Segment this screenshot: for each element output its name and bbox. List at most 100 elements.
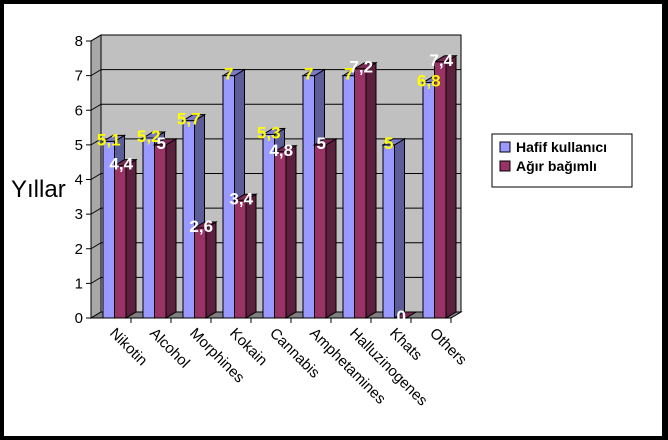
x-tick-label: Nikotin: [106, 325, 150, 369]
y-tick-label: 5: [75, 137, 83, 154]
y-tick-label: 3: [75, 206, 83, 223]
bar-top: [301, 69, 327, 77]
bar-agir: [192, 221, 218, 319]
bar-agir: [272, 144, 298, 319]
bar-top: [152, 138, 178, 146]
data-label-hafif: 5,7: [177, 110, 201, 129]
bar-side: [205, 221, 217, 319]
bar-front: [422, 82, 435, 319]
bars: [101, 54, 458, 319]
bar-top: [392, 311, 418, 319]
bar-front: [114, 165, 127, 319]
bar-front: [434, 61, 447, 319]
bar-agir: [112, 158, 138, 319]
bar-agir: [432, 54, 458, 319]
data-label-agir: 7,4: [429, 51, 453, 70]
bar-front: [234, 199, 247, 319]
bar-front: [342, 75, 355, 319]
data-label-hafif: 7: [304, 65, 313, 84]
bar-agir: [232, 193, 258, 319]
y-tick-label: 4: [75, 172, 83, 189]
y-tick-label: 6: [75, 102, 83, 119]
bar-agir: [152, 137, 178, 319]
x-tick-labels: NikotinAlcoholMorphinesKokainCannabisAmp…: [106, 325, 470, 410]
data-label-agir: 2,6: [189, 217, 213, 236]
bar-top: [232, 193, 258, 201]
legend-swatch: [499, 141, 511, 153]
bar-top: [112, 159, 138, 167]
y-tick-label: 8: [75, 33, 83, 50]
bar-agir: [392, 311, 418, 319]
data-label-hafif: 7: [344, 65, 353, 84]
data-label-agir: 5: [317, 134, 326, 153]
bar-front: [142, 137, 155, 319]
data-label-agir: 4,4: [109, 155, 133, 174]
y-axis-label: Yıllar: [11, 176, 66, 203]
data-label-hafif: 5,3: [257, 123, 281, 142]
bar-top: [352, 62, 378, 70]
bar-front: [262, 133, 275, 319]
bar-top: [101, 134, 127, 142]
data-label-agir: 0: [397, 307, 406, 326]
bar-side: [125, 158, 137, 319]
bar-front: [274, 151, 287, 319]
bar-side: [325, 137, 337, 319]
bar-front: [314, 144, 327, 319]
gridline-side: [90, 103, 102, 111]
bar-top: [272, 145, 298, 153]
bar-front: [382, 144, 395, 319]
legend-label: Hafif kullanıcı: [516, 139, 607, 155]
bar-side: [245, 193, 257, 319]
bar-front: [154, 144, 167, 319]
data-label-agir: 4,8: [269, 141, 293, 160]
legend: Hafif kullanıcı Ağır bağımlı: [491, 133, 633, 188]
legend-label: Ağır bağımlı: [516, 158, 597, 174]
data-label-hafif: 7: [224, 65, 233, 84]
bar-top: [312, 138, 338, 146]
bar-top: [141, 131, 167, 139]
bar-top: [181, 114, 207, 122]
gridline-side: [90, 138, 102, 146]
bar-front: [302, 75, 315, 319]
y-tick-label: 0: [75, 310, 83, 327]
bar-side: [365, 61, 377, 319]
bar-top: [261, 127, 287, 135]
bar-chart: 0 1 2 3 4 5 6 7 8 NikotinAlcoholMorphinesKokainC…: [11, 33, 633, 410]
chart-canvas: 0 1 2 3 4 5 6 7 8 Nikotin Alcohol Morphines Kokain C…: [4, 4, 662, 436]
gridline-side: [90, 173, 102, 180]
gridline-side: [90, 207, 102, 215]
y-tick-label: 7: [75, 68, 83, 85]
data-label-agir: 3,4: [229, 189, 253, 208]
bar-top: [432, 55, 458, 63]
bar-front: [354, 68, 367, 319]
gridline-side: [90, 276, 102, 284]
gridline-side: [90, 242, 102, 250]
gridline-side: [90, 69, 102, 77]
gridline-side: [90, 34, 102, 42]
bar-agir: [352, 61, 378, 319]
bar-top: [192, 221, 218, 229]
data-label-hafif: 5: [384, 134, 393, 153]
y-tick-label: 2: [75, 241, 83, 258]
data-label-hafif: 5,1: [97, 130, 121, 149]
y-tick-label: 1: [75, 275, 83, 292]
bar-top: [221, 69, 247, 77]
y-tick-labels: 0 1 2 3 4 5 6 7 8: [75, 33, 83, 327]
bar-front: [194, 227, 207, 319]
bar-top: [381, 138, 407, 146]
bar-agir: [312, 137, 338, 319]
x-tick-label: Others: [426, 325, 470, 369]
bar-side: [445, 54, 457, 319]
bar-side: [285, 144, 297, 319]
bar-side: [394, 137, 405, 319]
legend-box: [491, 133, 633, 188]
data-label-agir: 5: [157, 134, 166, 153]
legend-swatch: [499, 160, 511, 172]
bar-side: [165, 137, 177, 319]
data-label-agir: 7,2: [349, 58, 373, 77]
data-label-hafif: 5,2: [137, 127, 161, 146]
data-label-hafif: 6,8: [417, 72, 441, 91]
bar-hafif: [381, 137, 407, 319]
